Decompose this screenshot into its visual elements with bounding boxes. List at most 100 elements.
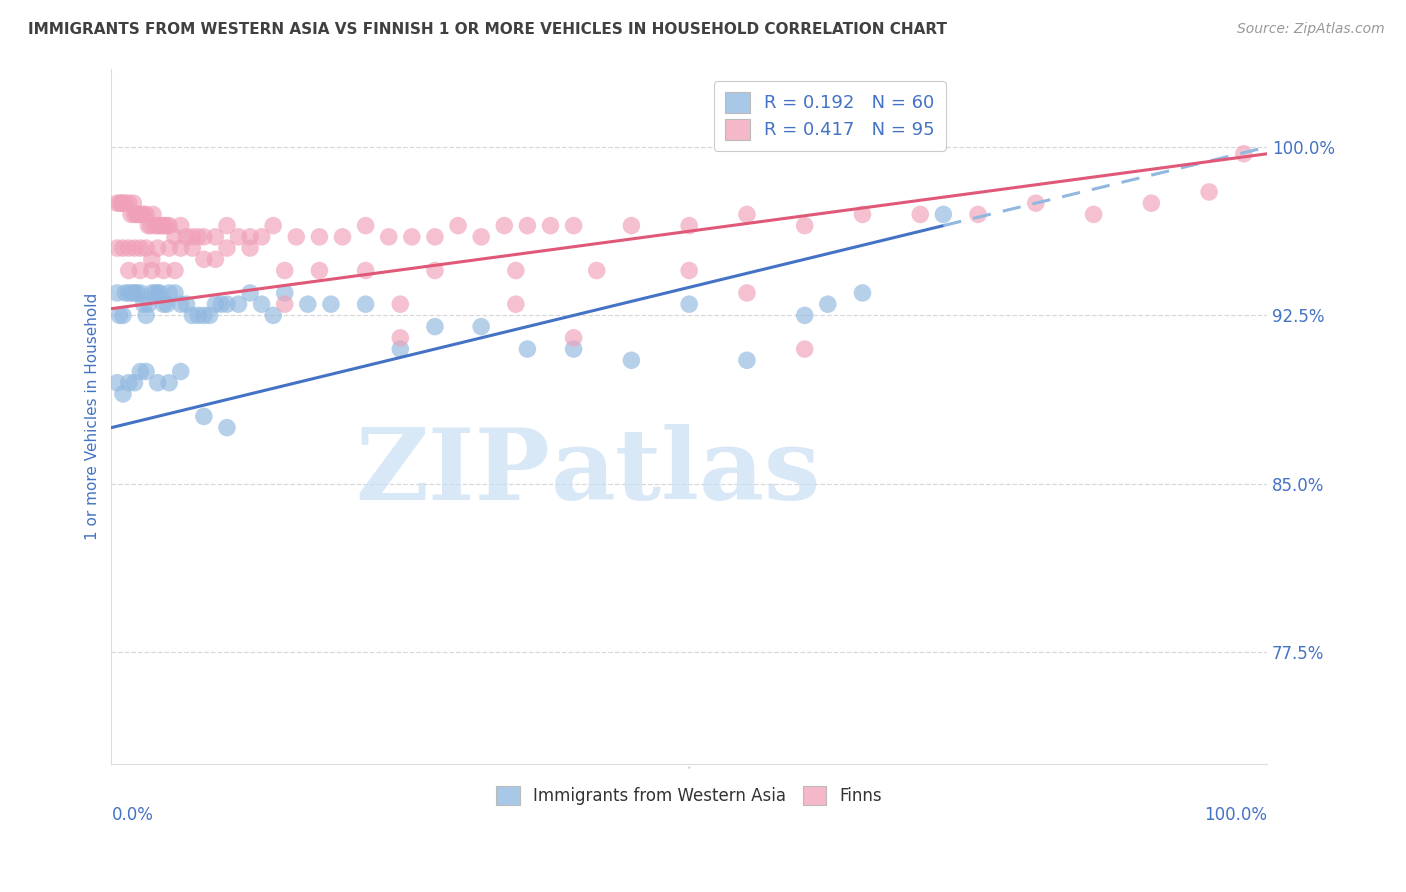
Point [562, 219, 585, 233]
Point [193, 252, 215, 267]
Point [505, 263, 527, 277]
Point [389, 331, 412, 345]
Point [146, 241, 169, 255]
Point [141, 285, 163, 300]
Point [250, 230, 273, 244]
Point [354, 297, 377, 311]
Point [297, 297, 319, 311]
Point [193, 230, 215, 244]
Point [108, 309, 131, 323]
Point [118, 285, 141, 300]
Point [120, 207, 142, 221]
Point [176, 230, 198, 244]
Text: ZIP: ZIP [356, 424, 551, 521]
Point [129, 285, 152, 300]
Point [215, 219, 238, 233]
Point [111, 387, 134, 401]
Point [142, 207, 165, 221]
Point [193, 409, 215, 424]
Point [470, 319, 492, 334]
Point [793, 309, 815, 323]
Point [108, 196, 131, 211]
Point [125, 207, 148, 221]
Point [146, 285, 169, 300]
Point [1083, 207, 1105, 221]
Point [332, 230, 354, 244]
Point [141, 252, 163, 267]
Point [170, 241, 193, 255]
Point [150, 219, 173, 233]
Point [1140, 196, 1163, 211]
Point [423, 263, 446, 277]
Y-axis label: 1 or more Vehicles in Household: 1 or more Vehicles in Household [86, 293, 100, 540]
Point [157, 376, 180, 390]
Point [129, 241, 152, 255]
Point [170, 297, 193, 311]
Point [153, 219, 176, 233]
Point [118, 376, 141, 390]
Point [274, 297, 297, 311]
Point [157, 219, 180, 233]
Point [215, 297, 238, 311]
Point [389, 342, 412, 356]
Point [132, 207, 155, 221]
Point [141, 263, 163, 277]
Point [540, 219, 562, 233]
Point [157, 285, 180, 300]
Point [176, 297, 198, 311]
Point [124, 241, 146, 255]
Point [129, 364, 152, 378]
Text: Source: ZipAtlas.com: Source: ZipAtlas.com [1237, 22, 1385, 37]
Point [215, 241, 238, 255]
Point [121, 285, 143, 300]
Point [124, 376, 146, 390]
Point [423, 319, 446, 334]
Point [193, 309, 215, 323]
Point [187, 230, 209, 244]
Point [111, 196, 134, 211]
Point [354, 219, 377, 233]
Point [138, 297, 160, 311]
Point [105, 241, 128, 255]
Point [129, 263, 152, 277]
Point [131, 207, 153, 221]
Point [204, 252, 226, 267]
Point [354, 263, 377, 277]
Point [262, 309, 284, 323]
Point [228, 297, 250, 311]
Point [187, 309, 209, 323]
Point [105, 196, 128, 211]
Point [146, 376, 169, 390]
Point [262, 219, 284, 233]
Point [308, 230, 330, 244]
Point [793, 342, 815, 356]
Point [228, 230, 250, 244]
Legend: Immigrants from Western Asia, Finns: Immigrants from Western Asia, Finns [489, 779, 889, 812]
Point [124, 285, 146, 300]
Point [146, 219, 169, 233]
Point [111, 309, 134, 323]
Point [111, 241, 134, 255]
Text: IMMIGRANTS FROM WESTERN ASIA VS FINNISH 1 OR MORE VEHICLES IN HOUSEHOLD CORRELAT: IMMIGRANTS FROM WESTERN ASIA VS FINNISH … [28, 22, 948, 37]
Point [118, 196, 141, 211]
Point [620, 219, 643, 233]
Point [274, 263, 297, 277]
Point [377, 230, 399, 244]
Point [135, 364, 157, 378]
Point [447, 219, 470, 233]
Point [143, 285, 166, 300]
Point [793, 219, 815, 233]
Point [157, 241, 180, 255]
Point [138, 219, 160, 233]
Point [114, 196, 136, 211]
Point [198, 309, 221, 323]
Point [319, 297, 342, 311]
Point [678, 263, 700, 277]
Point [118, 241, 141, 255]
Point [135, 207, 157, 221]
Point [735, 285, 758, 300]
Point [122, 196, 145, 211]
Point [209, 297, 232, 311]
Point [239, 241, 262, 255]
Point [118, 263, 141, 277]
